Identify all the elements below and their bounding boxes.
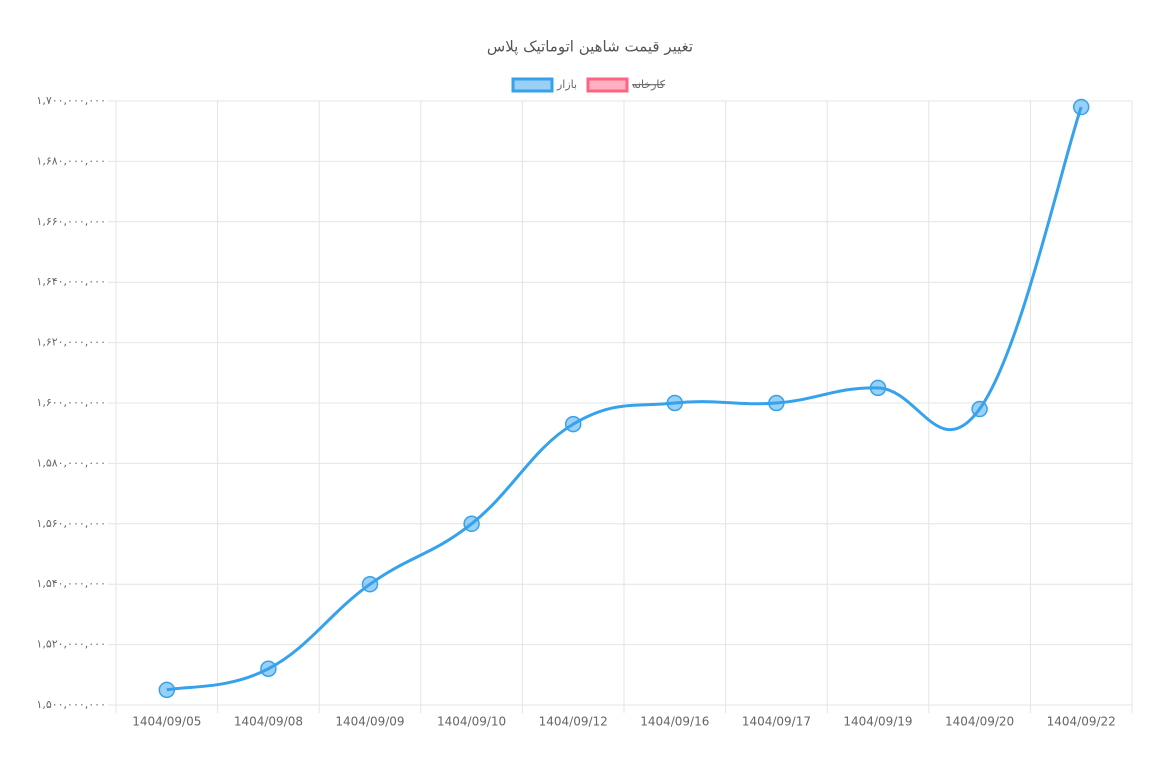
x-tick-label: 1404/09/16	[640, 715, 709, 729]
series-line	[166, 106, 1083, 692]
data-point	[361, 575, 379, 593]
data-point	[971, 400, 988, 418]
legend-swatch[interactable]	[586, 77, 629, 93]
y-tick-label: ۱,۵۰۰,۰۰۰,۰۰۰	[36, 698, 106, 711]
x-tick-label: 1404/09/12	[539, 715, 608, 729]
y-tick-label: ۱,۵۲۰,۰۰۰,۰۰۰	[36, 638, 106, 651]
data-point	[768, 394, 785, 412]
y-tick-label: ۱,۶۰۰,۰۰۰,۰۰۰	[36, 396, 106, 409]
data-point	[158, 681, 176, 699]
x-tick-label: 1404/09/10	[437, 715, 506, 729]
data-point	[1072, 98, 1090, 116]
data-point	[260, 660, 277, 678]
x-tick-label: 1404/09/08	[234, 715, 303, 729]
y-tick-label: ۱,۵۴۰,۰۰۰,۰۰۰	[36, 577, 106, 590]
y-tick-label: ۱,۵۸۰,۰۰۰,۰۰۰	[36, 456, 106, 469]
legend-swatch[interactable]	[511, 77, 554, 93]
legend-label[interactable]: بازار	[556, 78, 577, 91]
y-tick-label: ۱,۶۲۰,۰۰۰,۰۰۰	[36, 336, 106, 349]
data-point	[463, 515, 480, 533]
y-tick-label: ۱,۶۸۰,۰۰۰,۰۰۰	[36, 154, 106, 167]
x-tick-label: 1404/09/17	[742, 715, 811, 729]
x-tick-label: 1404/09/05	[132, 715, 201, 729]
x-tick-label: 1404/09/09	[335, 715, 404, 729]
y-tick-label: ۱,۵۶۰,۰۰۰,۰۰۰	[36, 517, 106, 530]
legend-label[interactable]: کارخانه	[632, 78, 666, 91]
chart-title: تغییر قیمت شاهین اتوماتیک پلاس	[487, 38, 693, 57]
data-point	[564, 415, 582, 433]
x-tick-label: 1404/09/20	[945, 715, 1014, 729]
data-point	[666, 394, 684, 412]
y-tick-label: ۱,۶۴۰,۰۰۰,۰۰۰	[36, 275, 106, 288]
y-tick-label: ۱,۶۶۰,۰۰۰,۰۰۰	[36, 215, 106, 228]
y-tick-label: ۱,۷۰۰,۰۰۰,۰۰۰	[36, 94, 106, 107]
data-point	[869, 379, 887, 397]
x-tick-label: 1404/09/19	[843, 715, 912, 729]
x-tick-label: 1404/09/22	[1047, 715, 1116, 729]
